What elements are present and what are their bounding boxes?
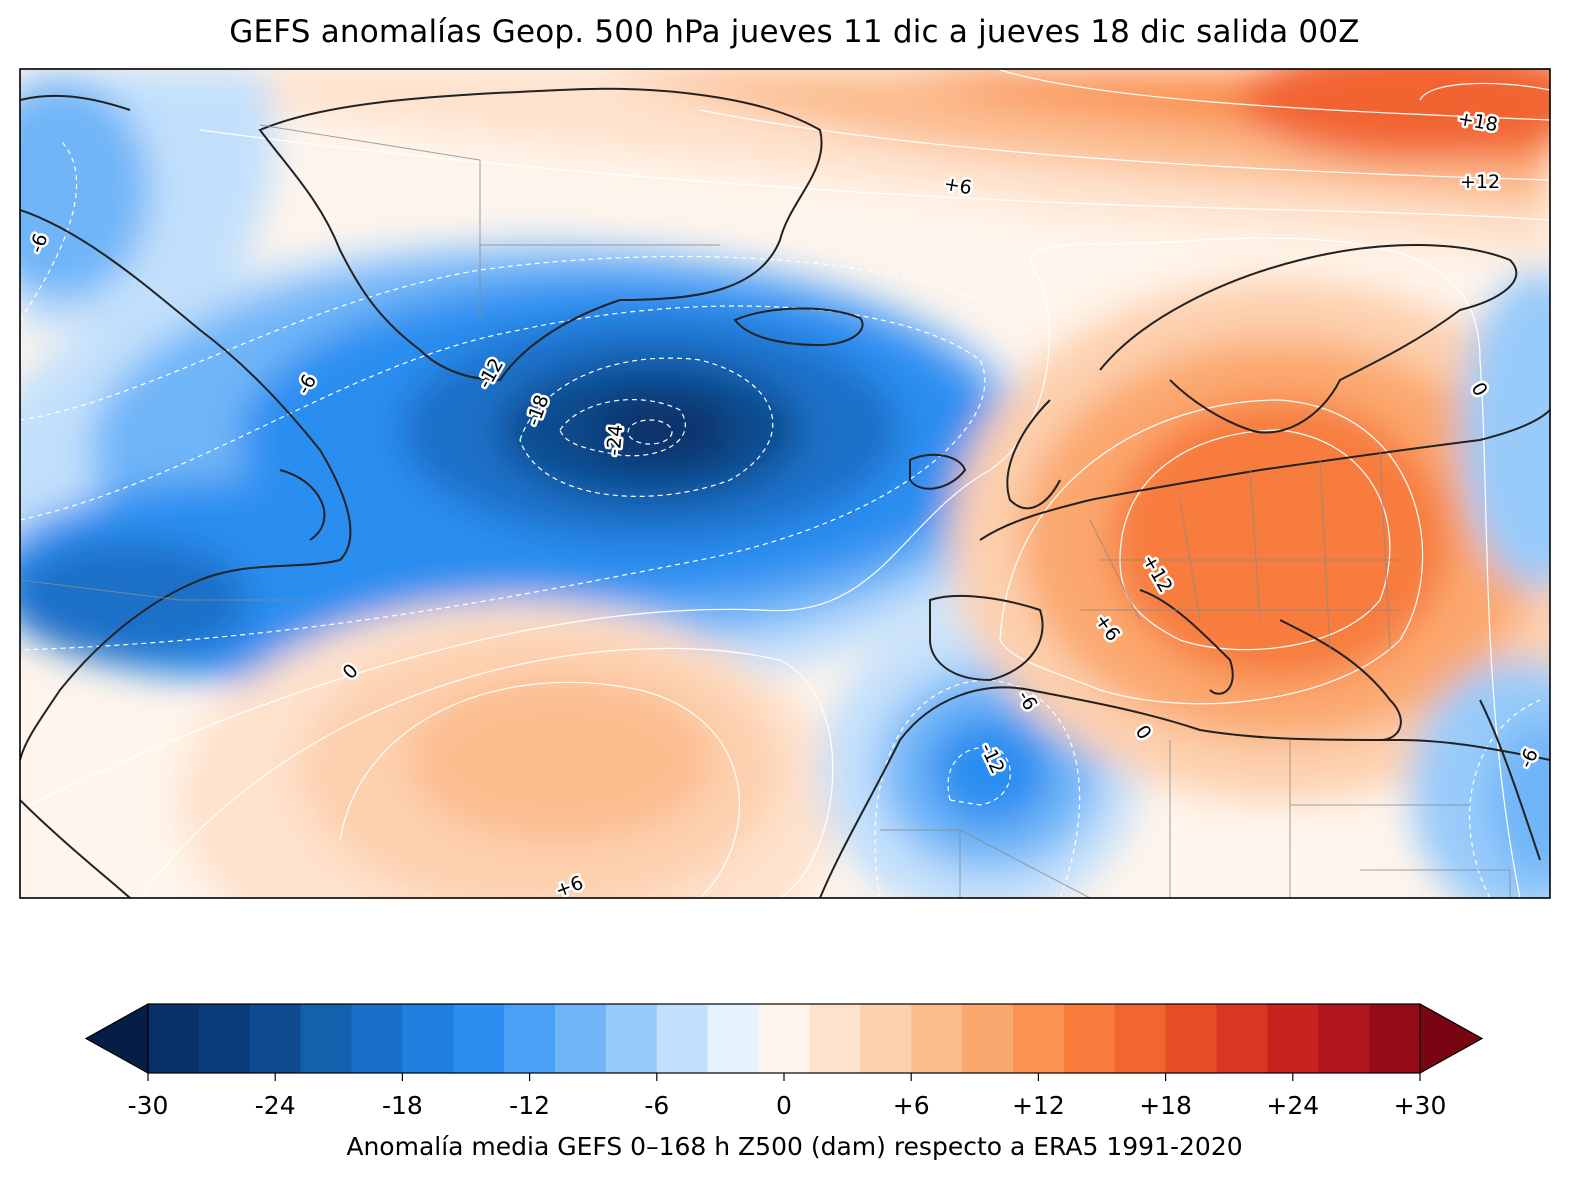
colorbar-swatch [860, 1004, 912, 1073]
colorbar-swatch [605, 1004, 658, 1073]
colorbar-under-extend [84, 1002, 149, 1075]
colorbar-swatch [453, 1004, 505, 1073]
colorbar-swatch [656, 1004, 709, 1073]
colorbar-tick-label: +30 [1394, 1091, 1447, 1120]
colorbar-tick-label: +6 [893, 1091, 930, 1120]
contour-label-group: +12+12 [1457, 169, 1502, 196]
country-borders [20, 124, 1511, 898]
contour-label: +12 [1460, 171, 1500, 193]
colorbar-tick-label: 0 [776, 1091, 792, 1120]
colorbar-label: Anomalía media GEFS 0–168 h Z500 (dam) r… [346, 1132, 1243, 1161]
colorbar-tick-label: -30 [128, 1091, 169, 1120]
colorbar-swatch [1114, 1004, 1167, 1073]
contour-label-group: +18+18 [1454, 105, 1502, 139]
colorbar-swatch [402, 1004, 454, 1073]
contour-label-group: +6+6 [940, 170, 976, 202]
colorbar-tick-label: +24 [1266, 1091, 1319, 1120]
contour-label-halo: +6 [942, 173, 973, 200]
contour-label-halo: -24 [603, 424, 628, 457]
colorbar-swatch [809, 1004, 861, 1073]
colorbar-tick-label: -6 [644, 1091, 669, 1120]
colorbar-swatch [1063, 1004, 1116, 1073]
map-frame [19, 68, 1551, 899]
colorbar-swatch [707, 1004, 760, 1073]
colorbar-swatch [1216, 1004, 1268, 1073]
coastlines [20, 87, 1550, 898]
colorbar-tick-label: -12 [509, 1091, 550, 1120]
contour-label-halo: +12 [1460, 171, 1500, 193]
colorbar-tick-label: +18 [1139, 1091, 1192, 1120]
colorbar-swatch [911, 1004, 963, 1073]
contour-label: -24 [603, 424, 628, 457]
colorbar-swatch [148, 1004, 200, 1073]
colorbar-swatch [1369, 1004, 1421, 1073]
colorbar-swatch [962, 1004, 1014, 1073]
contour-label-halo: +18 [1456, 108, 1499, 137]
colorbar-swatch [504, 1004, 556, 1073]
colorbar-swatch [1318, 1004, 1370, 1073]
colorbar-swatch [1012, 1004, 1065, 1073]
colorbar-swatch [300, 1004, 353, 1073]
anomaly-field [20, 69, 1550, 898]
map-title: GEFS anomalías Geop. 500 hPa jueves 11 d… [229, 14, 1360, 50]
contour-label: +6 [942, 173, 973, 200]
contour-label-group: -24-24 [600, 421, 630, 459]
colorbar-tick-label: -24 [255, 1091, 296, 1120]
colorbar-swatch [198, 1004, 251, 1073]
colorbar-over-extend [1419, 1002, 1484, 1075]
colorbar-swatch [249, 1004, 302, 1073]
colorbar: -30 -24 -18 -12 -6 0 +6 +12 +18 +24 +30 [84, 1002, 1484, 1120]
colorbar-swatch [758, 1004, 810, 1073]
colorbar-swatch [1165, 1004, 1217, 1073]
colorbar-swatch [555, 1004, 607, 1073]
colorbar-tick-label: +12 [1012, 1091, 1065, 1120]
colorbar-swatch [1267, 1004, 1319, 1073]
colorbar-tick-label: -18 [382, 1091, 423, 1120]
colorbar-swatch [351, 1004, 403, 1073]
